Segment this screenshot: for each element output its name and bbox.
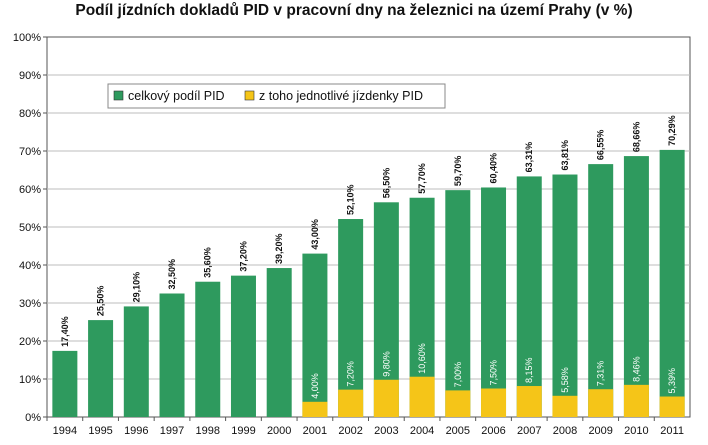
- value-label-single: 7,00%: [453, 362, 463, 388]
- x-tick-label: 1996: [124, 425, 148, 437]
- bar-single-2010: [623, 384, 649, 417]
- value-label-total: 63,31%: [524, 142, 534, 173]
- y-tick-label: 40%: [19, 260, 41, 272]
- value-label-total: 43,00%: [310, 219, 320, 250]
- bar-total-2007: [516, 176, 542, 417]
- value-label-total: 35,60%: [203, 247, 213, 278]
- x-tick-label: 1997: [160, 425, 184, 437]
- x-tick-label: 2001: [303, 425, 327, 437]
- bar-total-2008: [552, 174, 578, 417]
- bar-single-2009: [588, 389, 614, 417]
- bar-total-1999: [230, 275, 256, 417]
- value-label-single: 10,60%: [417, 343, 427, 374]
- chart-title: Podíl jízdních dokladů PID v pracovní dn…: [75, 2, 633, 19]
- bar-single-2007: [516, 386, 542, 417]
- y-tick-label: 10%: [19, 374, 41, 386]
- value-label-total: 57,70%: [417, 163, 427, 194]
- bar-total-2002: [338, 219, 364, 417]
- bar-total-2006: [481, 187, 507, 417]
- bar-total-1994: [52, 350, 78, 417]
- value-label-total: 17,40%: [60, 316, 70, 347]
- x-tick-label: 2009: [588, 425, 612, 437]
- value-label-total: 70,29%: [667, 115, 677, 146]
- value-label-single: 7,31%: [596, 361, 606, 387]
- x-tick-label: 2004: [410, 425, 434, 437]
- value-label-total: 37,20%: [238, 241, 248, 272]
- x-tick-label: 2006: [481, 425, 505, 437]
- y-tick-label: 20%: [19, 336, 41, 348]
- value-label-total: 39,20%: [274, 234, 284, 265]
- bar-single-2001: [302, 401, 328, 417]
- y-tick-label: 100%: [13, 32, 41, 44]
- bar-single-2006: [481, 388, 507, 417]
- bar-total-2010: [623, 156, 649, 418]
- y-tick-label: 90%: [19, 70, 41, 82]
- value-label-total: 63,81%: [560, 140, 570, 171]
- y-tick-label: 80%: [19, 108, 41, 120]
- value-label-single: 7,50%: [489, 360, 499, 386]
- bar-total-1996: [123, 306, 149, 417]
- x-tick-label: 2010: [624, 425, 648, 437]
- bar-total-2001: [302, 253, 328, 417]
- value-label-total: 68,66%: [631, 122, 641, 153]
- legend-label-total: celkový podíl PID: [128, 89, 225, 103]
- value-label-single: 9,80%: [381, 351, 391, 377]
- x-tick-label: 2011: [660, 425, 684, 437]
- legend-swatch-total: [113, 90, 124, 101]
- legend-swatch-single: [244, 90, 255, 101]
- y-tick-label: 30%: [19, 298, 41, 310]
- bar-total-1997: [159, 293, 185, 417]
- x-tick-label: 1995: [88, 425, 112, 437]
- y-tick-label: 60%: [19, 184, 41, 196]
- legend-label-single: z toho jednotlivé jízdenky PID: [259, 89, 423, 103]
- value-label-total: 25,50%: [96, 286, 106, 317]
- legend-box: [107, 83, 446, 109]
- bar-single-2011: [659, 396, 685, 417]
- bar-total-2000: [266, 268, 292, 417]
- value-label-total: 56,50%: [381, 168, 391, 199]
- value-label-total: 60,40%: [489, 153, 499, 184]
- bar-total-2005: [445, 190, 471, 417]
- value-label-single: 4,00%: [310, 373, 320, 399]
- y-tick-label: 0%: [25, 412, 41, 424]
- bar-total-2011: [659, 149, 685, 417]
- bar-single-2004: [409, 376, 435, 417]
- x-tick-label: 2002: [338, 425, 362, 437]
- bar-single-2005: [445, 390, 471, 417]
- bar-total-1995: [88, 320, 114, 417]
- x-tick-label: 1998: [196, 425, 220, 437]
- bar-single-2003: [373, 379, 399, 417]
- x-tick-label: 1999: [231, 425, 255, 437]
- value-label-single: 8,46%: [631, 356, 641, 382]
- x-tick-label: 2003: [374, 425, 398, 437]
- bar-total-1998: [195, 281, 221, 417]
- value-label-single: 7,20%: [346, 361, 356, 387]
- value-label-total: 66,55%: [596, 130, 606, 161]
- bar-total-2009: [588, 164, 614, 417]
- bar-single-2008: [552, 395, 578, 417]
- x-tick-label: 2008: [553, 425, 577, 437]
- value-label-total: 59,70%: [453, 156, 463, 187]
- value-label-total: 29,10%: [131, 272, 141, 303]
- value-label-single: 8,15%: [524, 357, 534, 383]
- value-label-single: 5,39%: [667, 368, 677, 394]
- x-tick-label: 2007: [517, 425, 541, 437]
- x-tick-label: 2000: [267, 425, 291, 437]
- y-tick-label: 50%: [19, 222, 41, 234]
- y-tick-label: 70%: [19, 146, 41, 158]
- bar-single-2002: [338, 389, 364, 417]
- value-label-single: 5,58%: [560, 367, 570, 393]
- value-label-total: 52,10%: [346, 184, 356, 215]
- x-tick-label: 1994: [53, 425, 77, 437]
- x-tick-label: 2005: [446, 425, 470, 437]
- value-label-total: 32,50%: [167, 259, 177, 290]
